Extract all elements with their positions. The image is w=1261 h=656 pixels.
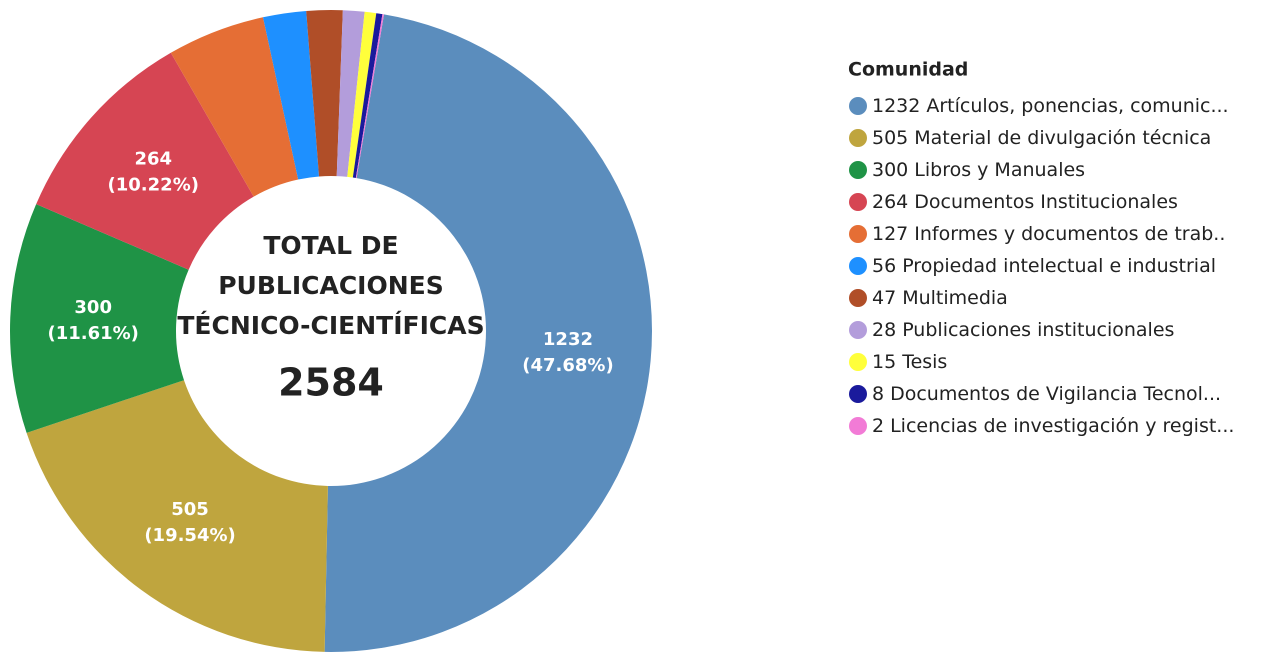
legend-marker (849, 417, 867, 435)
legend-marker (849, 321, 867, 339)
legend-title: Comunidad (848, 59, 968, 81)
center-text: TÉCNICO-CIENTÍFICAS (177, 311, 484, 340)
legend-label: Multimedia (902, 287, 1008, 309)
legend-label: Tesis (901, 351, 947, 373)
legend-label: Informes y documentos de trab.. (914, 223, 1225, 245)
legend-marker (849, 161, 867, 179)
donut-slice (347, 11, 377, 178)
legend-entry: 127 Informes y documentos de trab.. (872, 223, 1225, 245)
legend-marker (849, 225, 867, 243)
legend-marker (849, 289, 867, 307)
donut-slice (355, 14, 384, 179)
legend-entry: 2 Licencias de investigación y regist... (872, 415, 1234, 437)
data-label: 505 (171, 499, 209, 520)
legend-value: 47 (872, 287, 896, 309)
donut-slice (26, 380, 328, 652)
legend-label: Material de divulgación técnica (914, 127, 1211, 149)
legend-label: Documentos de Vigilancia Tecnol... (890, 383, 1221, 405)
center-text: PUBLICACIONES (218, 271, 444, 300)
data-label: (11.61%) (47, 323, 138, 344)
legend-entry: 1232 Artículos, ponencias, comunic... (872, 95, 1229, 117)
legend-value: 264 (872, 191, 908, 213)
legend-entry: 47 Multimedia (872, 287, 1008, 309)
legend-label: Licencias de investigación y regist... (890, 415, 1234, 437)
legend-value: 300 (872, 159, 908, 181)
legend-marker (849, 97, 867, 115)
legend-entry: 56 Propiedad intelectual e industrial (872, 255, 1216, 277)
data-label: (47.68%) (522, 355, 613, 376)
legend-entry: 300 Libros y Manuales (872, 159, 1085, 181)
donut-slice (170, 17, 299, 197)
legend-value: 127 (872, 223, 908, 245)
data-label: (19.54%) (144, 525, 235, 546)
legend-marker (849, 129, 867, 147)
data-label: 1232 (543, 329, 593, 350)
legend-marker (849, 193, 867, 211)
donut-slice (36, 52, 254, 270)
legend-value: 2 (872, 415, 884, 437)
data-label: 300 (74, 297, 112, 318)
donut-slice (262, 10, 320, 180)
legend-value: 1232 (872, 95, 920, 117)
data-label: 264 (134, 149, 172, 170)
legend-label: Propiedad intelectual e industrial (902, 255, 1216, 277)
legend-entry: 15 Tesis (872, 351, 947, 373)
legend-marker (849, 385, 867, 403)
center-value: 2584 (278, 361, 384, 405)
legend-entry: 8 Documentos de Vigilancia Tecnol... (872, 383, 1221, 405)
legend-label: Artículos, ponencias, comunic... (926, 95, 1228, 117)
legend-marker (849, 353, 867, 371)
donut-slice (10, 204, 189, 433)
legend-value: 15 (872, 351, 896, 373)
legend-value: 28 (872, 319, 896, 341)
legend-marker (849, 257, 867, 275)
legend-value: 505 (872, 127, 908, 149)
donut-slice (352, 13, 383, 179)
legend-entry: 28 Publicaciones institucionales (872, 319, 1174, 341)
donut-slice (336, 10, 365, 177)
center-text: TOTAL DE (263, 231, 398, 260)
legend-entry: 264 Documentos Institucionales (872, 191, 1178, 213)
donut-slice (324, 14, 652, 652)
legend-label: Libros y Manuales (914, 159, 1085, 181)
legend-value: 56 (872, 255, 896, 277)
legend-label: Publicaciones institucionales (902, 319, 1174, 341)
donut-slice (306, 10, 343, 177)
data-label: (10.22%) (108, 175, 199, 196)
legend-entry: 505 Material de divulgación técnica (872, 127, 1211, 149)
legend-value: 8 (872, 383, 884, 405)
legend-label: Documentos Institucionales (914, 191, 1178, 213)
